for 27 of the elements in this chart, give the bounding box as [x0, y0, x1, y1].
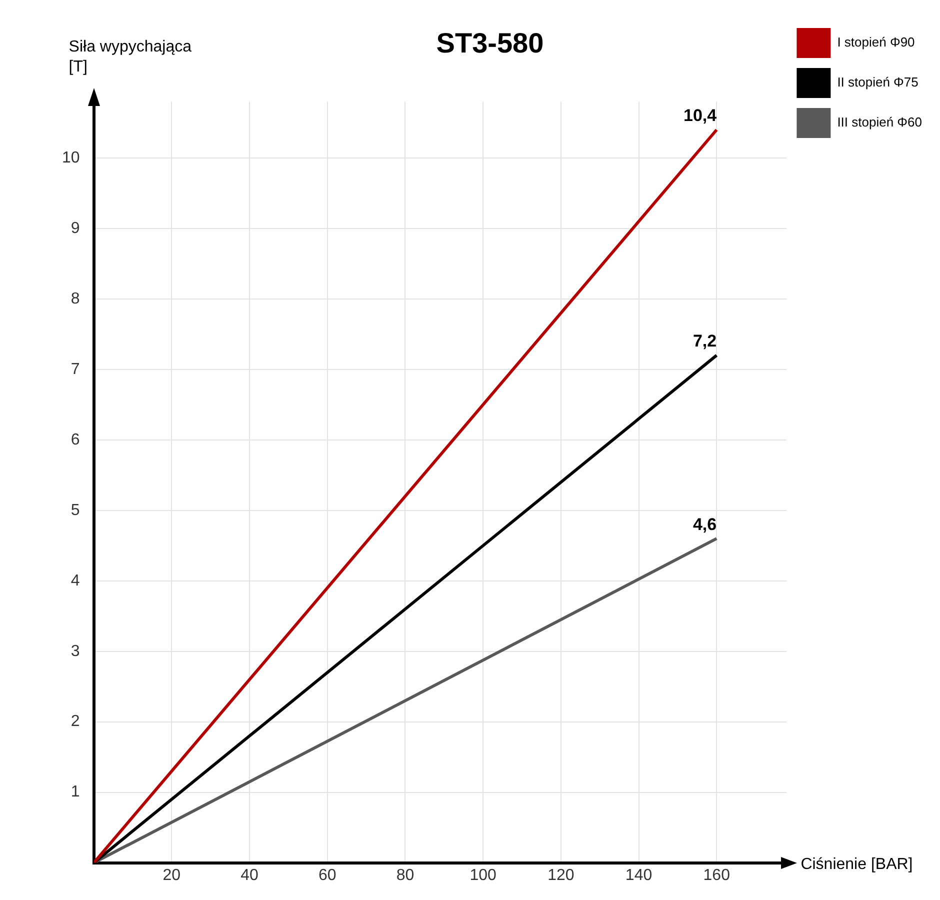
y-tick-label: 7 — [70, 360, 80, 378]
data-label: 7,2 — [692, 332, 717, 351]
x-tick-label: 20 — [162, 866, 181, 884]
chart-title: ST3-580 — [436, 28, 544, 59]
legend-label: III stopień Φ60 — [837, 114, 922, 130]
x-tick-label: 100 — [470, 866, 497, 884]
data-label: 10,4 — [684, 106, 718, 125]
y-axis-title: Siła wypychająca [T] — [68, 38, 192, 76]
x-tick-label: 80 — [396, 866, 414, 884]
legend-label: I stopień Φ90 — [837, 34, 915, 50]
x-tick-label: 160 — [703, 866, 730, 884]
x-tick-label: 40 — [240, 866, 259, 884]
y-tick-label: 9 — [70, 220, 80, 237]
x-tick-label: 120 — [548, 866, 574, 884]
y-tick-label: 4 — [70, 572, 80, 590]
y-tick-label: 1 — [70, 784, 80, 801]
y-tick-label: 8 — [70, 290, 80, 308]
y-tick-label: 2 — [70, 713, 80, 730]
x-tick-label: 140 — [625, 866, 652, 884]
legend-label: II stopień Φ75 — [837, 74, 918, 90]
y-tick-label: 3 — [70, 642, 80, 660]
y-tick-label: 10 — [62, 149, 80, 166]
y-tick-label: 5 — [70, 502, 80, 519]
x-tick-label: 60 — [318, 866, 336, 884]
data-label: 4,6 — [692, 514, 717, 534]
y-tick-label: 6 — [70, 431, 80, 448]
x-axis-title: Ciśnienie [BAR] — [800, 856, 913, 874]
